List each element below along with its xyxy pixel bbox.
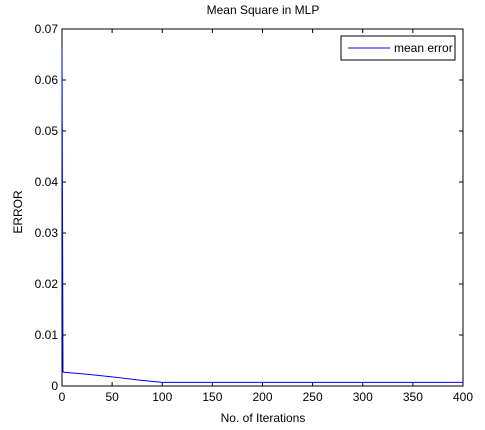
y-tick-label: 0.05 xyxy=(35,124,59,138)
y-axis-label: ERROR xyxy=(11,190,25,234)
chart-title: Mean Square in MLP xyxy=(207,3,320,17)
x-tick-label: 300 xyxy=(353,390,373,404)
y-tick-label: 0.06 xyxy=(35,73,59,87)
x-tick-label: 0 xyxy=(59,390,66,404)
y-tick-label: 0.03 xyxy=(35,226,59,240)
axis-ticks: 0 50 100 150 200 250 300 350 400 0 0.01 0.02 0.03 0.0… xyxy=(35,22,474,404)
y-tick-label: 0.04 xyxy=(35,175,59,189)
series-line-mean-error xyxy=(61,49,463,383)
y-tick-label: 0.07 xyxy=(35,22,59,36)
x-tick-label: 50 xyxy=(105,390,119,404)
y-tick-label: 0 xyxy=(51,379,58,393)
plot-area xyxy=(61,28,464,387)
y-tick-label: 0.02 xyxy=(35,277,59,291)
x-tick-label: 200 xyxy=(252,390,272,404)
x-tick-label: 350 xyxy=(403,390,423,404)
x-tick-label: 100 xyxy=(152,390,172,404)
x-tick-label: 150 xyxy=(202,390,222,404)
x-tick-label: 400 xyxy=(453,390,473,404)
series-layer xyxy=(61,49,463,383)
x-axis-label: No. of Iterations xyxy=(221,411,306,425)
x-tick-label: 250 xyxy=(303,390,323,404)
legend-label-mean-error: mean error xyxy=(394,41,453,55)
legend: mean error xyxy=(340,35,456,61)
y-tick-label: 0.01 xyxy=(35,328,59,342)
